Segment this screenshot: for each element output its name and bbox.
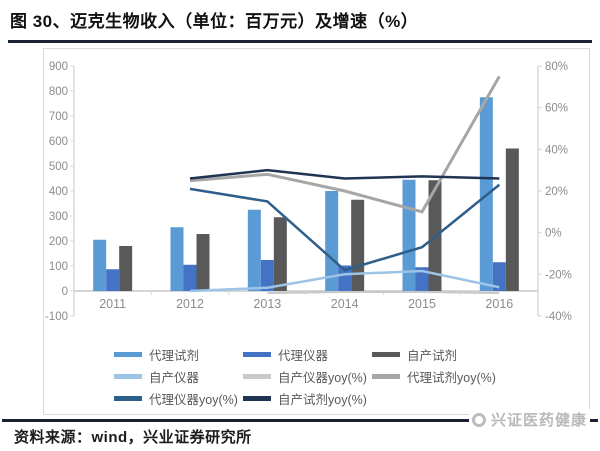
svg-text:80%: 80% [545, 61, 568, 73]
svg-text:100: 100 [49, 261, 68, 273]
svg-text:2012: 2012 [176, 297, 204, 311]
svg-text:0: 0 [62, 286, 68, 298]
svg-text:2013: 2013 [253, 297, 281, 311]
legend-label: 代理试剂yoy(%) [407, 370, 496, 385]
legend-item: 代理仪器 [243, 345, 372, 364]
legend-swatch [114, 395, 142, 401]
legend-swatch [372, 351, 400, 357]
legend-item: 自产仪器yoy(%) [243, 367, 372, 386]
brand-logo-text: 兴证医药健康 [490, 412, 587, 429]
legend-label: 自产仪器 [149, 370, 200, 385]
figure-title: 图 30、迈克生物收入（单位：百万元）及增速（%） [10, 12, 419, 31]
svg-text:800: 800 [49, 86, 68, 98]
legend-item: 代理试剂yoy(%) [372, 367, 562, 386]
svg-text:60%: 60% [545, 103, 568, 115]
revenue-growth-chart: 900 800 700 600 500 400 300 200 100 0 -100 80% 60% 40… [45, 61, 572, 323]
brand-logo: 兴证医药健康 [468, 409, 590, 430]
legend-item: 自产试剂 [372, 345, 562, 364]
legend-label: 代理仪器yoy(%) [149, 392, 238, 407]
legend-swatch [243, 351, 271, 357]
svg-text:-20%: -20% [545, 269, 572, 281]
svg-text:500: 500 [49, 161, 68, 173]
legend-label: 自产试剂yoy(%) [278, 392, 367, 407]
svg-text:700: 700 [49, 111, 68, 123]
legend-swatch [243, 373, 271, 379]
legend-label: 代理仪器 [278, 348, 329, 363]
legend-item: 自产试剂yoy(%) [243, 389, 372, 408]
legend-item: 代理仪器yoy(%) [114, 389, 243, 408]
svg-text:40%: 40% [545, 144, 568, 156]
svg-text:600: 600 [49, 136, 68, 148]
legend-item: 自产仪器 [114, 367, 243, 386]
svg-text:2016: 2016 [485, 297, 513, 311]
brand-logo-icon [471, 412, 486, 427]
svg-text:20%: 20% [545, 186, 568, 198]
svg-text:2011: 2011 [99, 297, 126, 311]
chart-frame: 900 800 700 600 500 400 300 200 100 0 -100 80% 60% 40… [43, 48, 590, 415]
legend-label: 代理试剂 [149, 348, 200, 363]
source-note: 资料来源：wind，兴业证券研究所 [14, 429, 252, 446]
svg-text:2015: 2015 [408, 297, 436, 311]
legend-swatch [243, 395, 271, 401]
svg-text:900: 900 [49, 61, 68, 73]
svg-text:-40%: -40% [545, 311, 572, 323]
svg-text:200: 200 [49, 236, 68, 248]
legend-swatch [372, 373, 400, 379]
footer-divider [2, 419, 598, 422]
legend-swatch [114, 351, 142, 357]
svg-text:0%: 0% [545, 228, 562, 240]
svg-text:400: 400 [49, 186, 68, 198]
legend-label: 自产仪器yoy(%) [278, 370, 367, 385]
chart-legend: 代理试剂 代理仪器 自产试剂自产仪器 自产仪器yoy(%) 代理试剂yoy(%) 代理仪器… [114, 343, 574, 409]
svg-text:2014: 2014 [331, 297, 359, 311]
legend-label: 自产试剂 [407, 348, 458, 363]
legend-item: 代理试剂 [114, 345, 243, 364]
legend-swatch [114, 373, 142, 379]
svg-text:300: 300 [49, 211, 68, 223]
title-divider [8, 40, 592, 43]
svg-text:-100: -100 [45, 311, 68, 323]
